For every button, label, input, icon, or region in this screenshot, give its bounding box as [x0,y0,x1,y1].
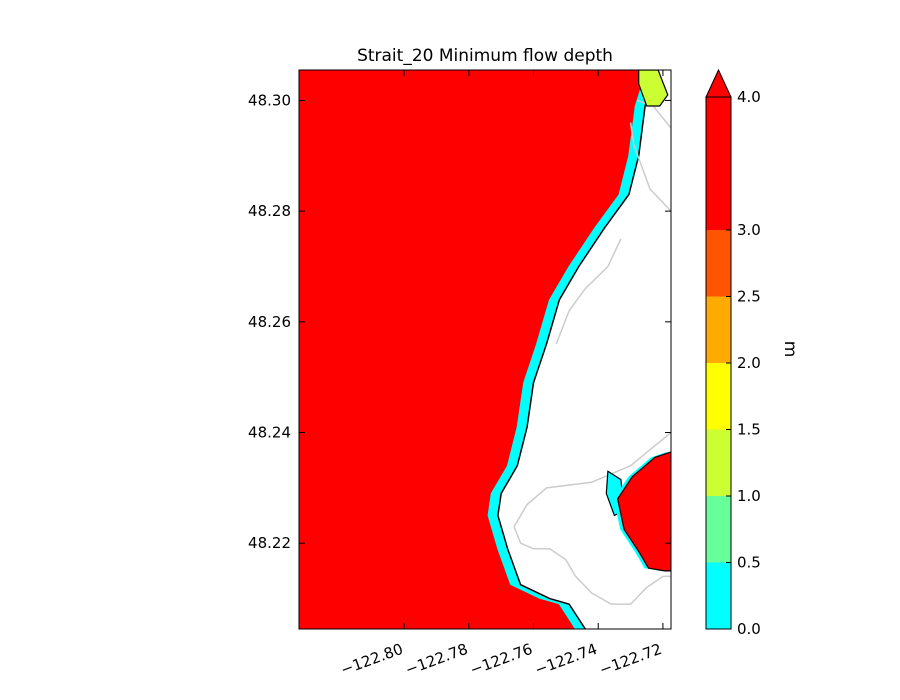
x-tick-label: −122.78 [403,640,470,679]
y-tick-label: 48.28 [248,202,291,220]
colorbar-segment [706,496,731,563]
y-tick-label: 48.24 [248,424,291,442]
x-tick-label: −122.74 [532,640,599,679]
peninsula-deep [616,451,671,572]
colorbar-tick-label: 3.0 [737,221,761,239]
x-tick-label: −122.72 [597,640,664,679]
chart-title: Strait_20 Minimum flow depth [357,46,613,66]
map-frame [298,69,672,630]
colorbar: 0.0 0.5 1.0 1.5 2.0 2.5 3.0 4.0 [705,68,761,638]
y-tick-label: 48.26 [248,313,291,331]
land-contour-1 [629,122,671,212]
y-axis: 48.22 48.24 48.26 48.28 48.30 [248,91,671,552]
colorbar-tick-label: 4.0 [737,88,761,106]
land-contour-4 [555,238,622,345]
colorbar-extend-arrow [705,68,732,98]
colorbar-label: m [780,341,800,358]
colorbar-tick-label: 1.0 [737,487,761,505]
colorbar-segment [706,97,731,230]
colorbar-tick-label: 0.0 [737,620,761,638]
coastline [497,70,658,629]
y-tick-label: 48.22 [248,534,291,552]
land-contour-3 [513,431,671,605]
colorbar-tick-label: 2.0 [737,354,761,372]
north-island [638,70,669,107]
x-tick-label: −122.76 [468,640,535,679]
colorbar-segment [706,429,731,496]
colorbar-segment [706,296,731,363]
colorbar-tick-label: 1.5 [737,421,761,439]
colorbar-tick-label: 2.5 [737,288,761,306]
map-area [298,69,672,630]
colorbar-segment [706,230,731,297]
x-tick-label: −122.80 [338,640,405,679]
colorbar-tick-label: 0.5 [737,554,761,572]
y-tick-label: 48.30 [248,91,291,109]
colorbar-segment [706,363,731,430]
colorbar-segment [706,562,731,629]
